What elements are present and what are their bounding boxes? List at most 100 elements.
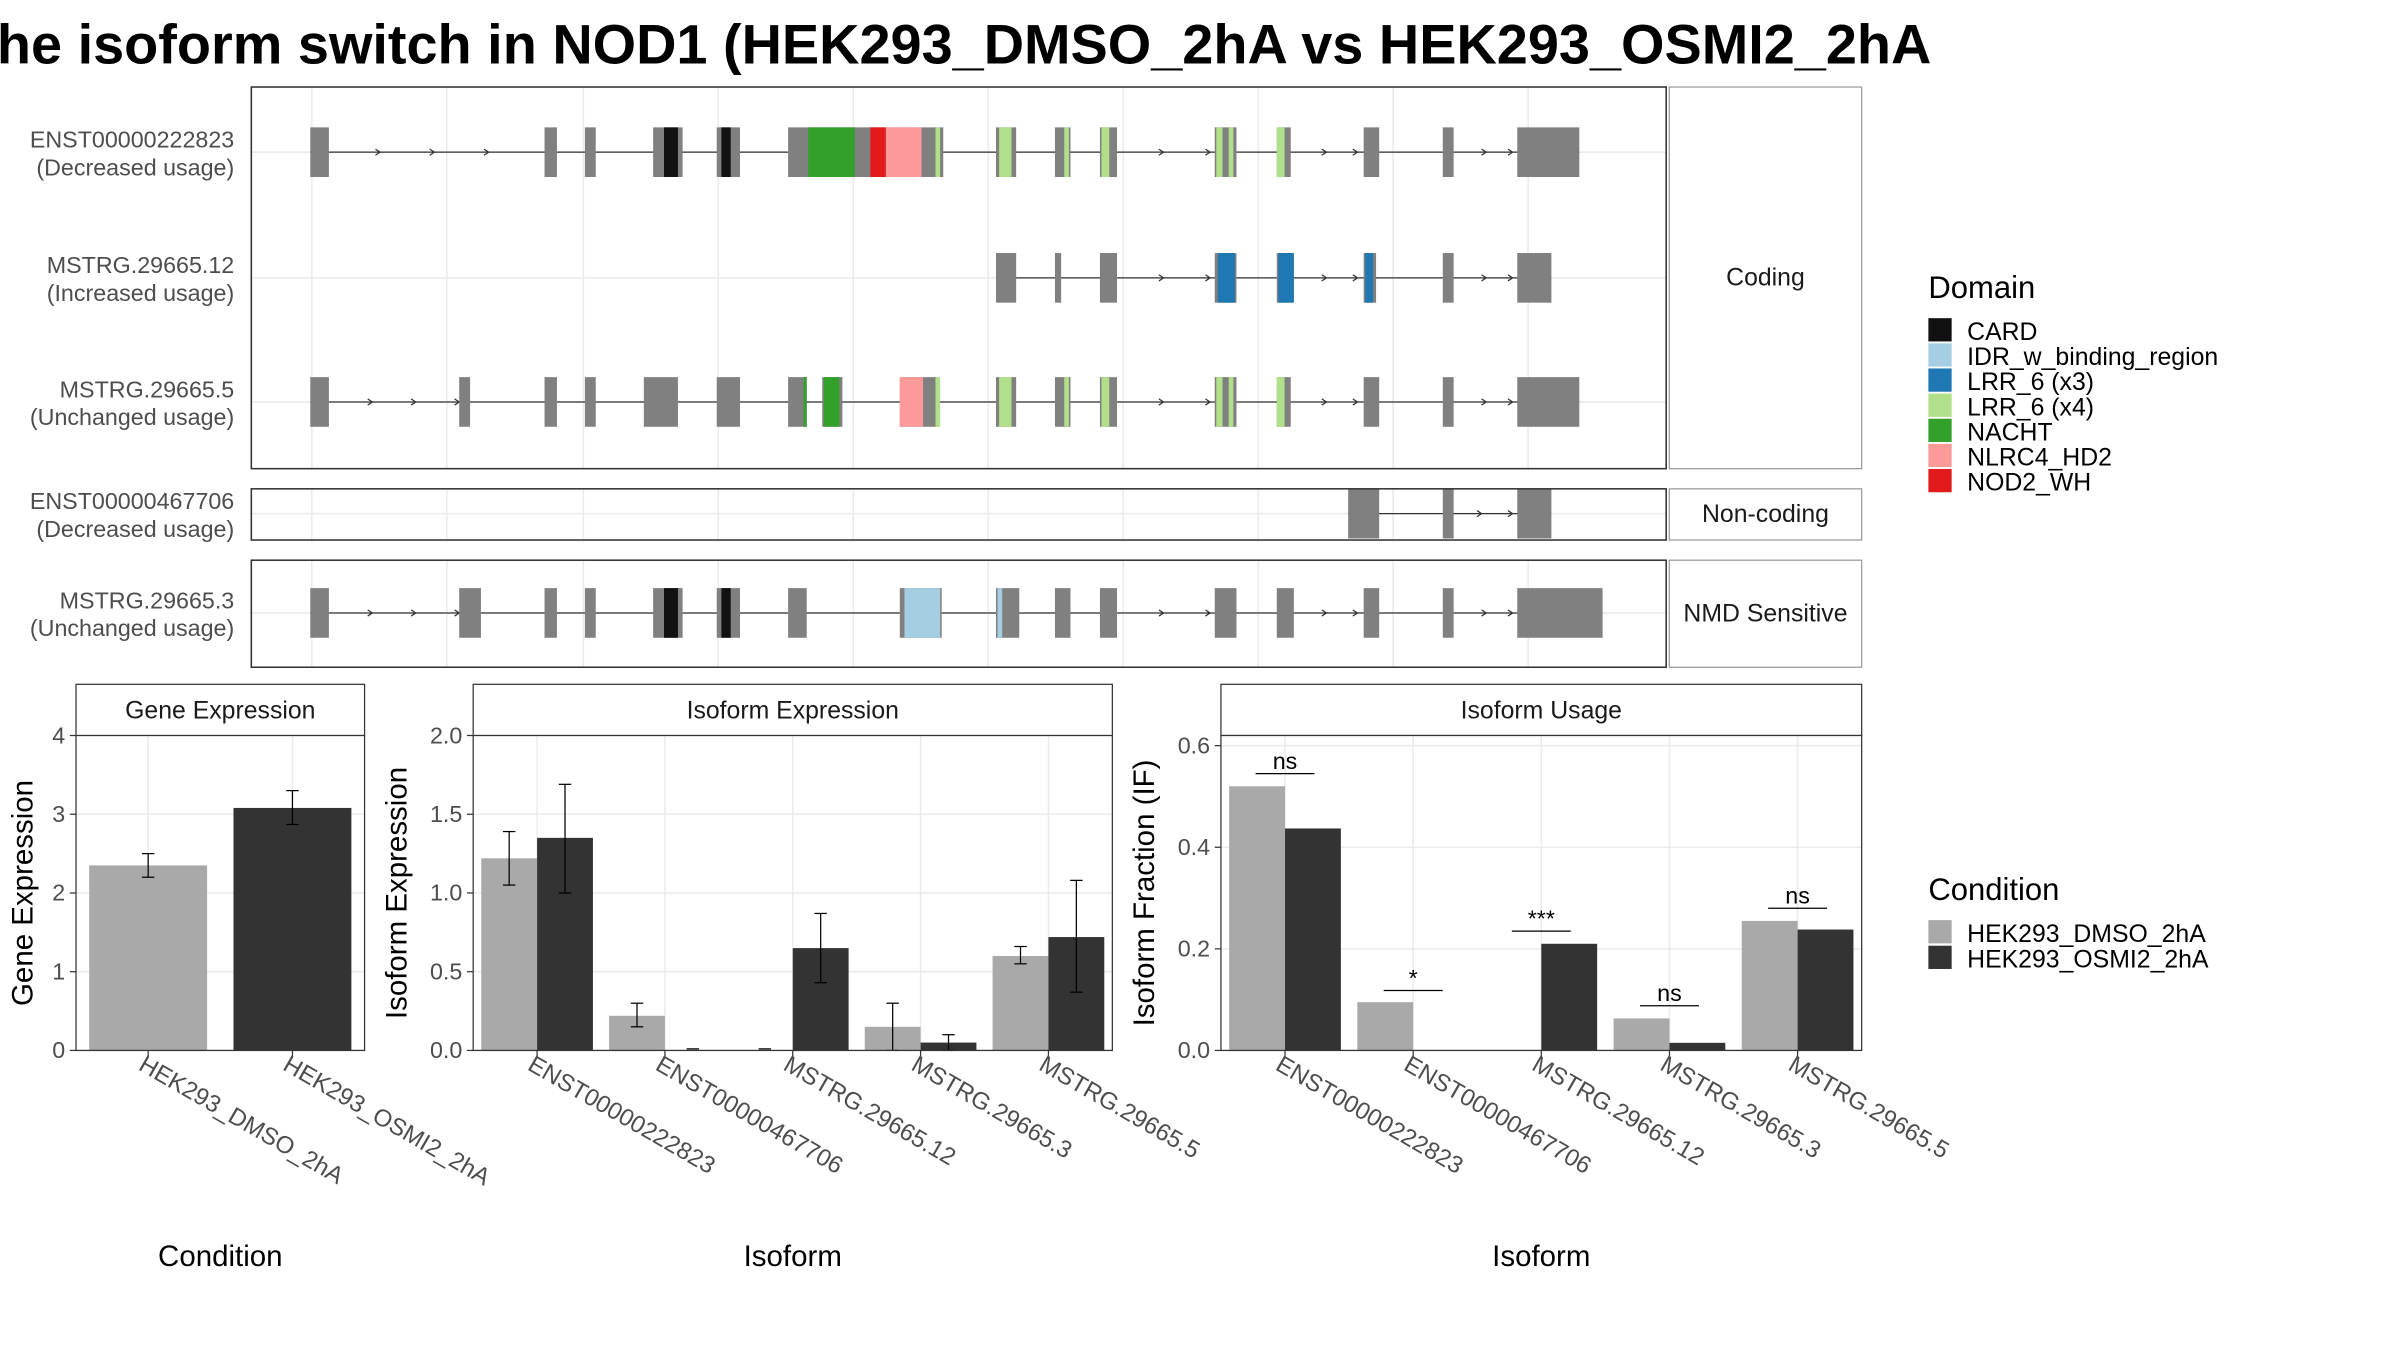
strand-arrow [1352, 274, 1359, 282]
y-tick-label: 1.5 [430, 801, 462, 827]
exon [310, 127, 329, 178]
chart-title: Isoform Expression [687, 697, 899, 724]
exon [1363, 588, 1380, 638]
transcript-name: MSTRG.29665.5 [60, 376, 235, 402]
plot-border [1220, 734, 1863, 1052]
domain-card [721, 588, 731, 638]
strand-arrow [367, 609, 374, 617]
exon [1517, 377, 1580, 427]
legend-label: NOD2_WH [1967, 470, 2091, 497]
y-tick-label: 0.5 [430, 958, 462, 984]
exon [1442, 488, 1454, 539]
significance-label: ns [1785, 883, 1810, 909]
y-axis-title: Gene Expression [7, 780, 40, 1006]
legend-swatch [1928, 945, 1952, 969]
bar-dmso [1229, 786, 1286, 1051]
chart-title: Gene Expression [125, 697, 315, 724]
structure-panel-border [250, 559, 1667, 669]
transcript-MSTRG.29665.12: MSTRG.29665.12(Increased usage) [47, 252, 1552, 306]
facet-strip-label: NMD Sensitive [1683, 600, 1847, 627]
significance-label: * [1409, 965, 1418, 991]
isoform-expression-chart: Isoform Expression0.00.51.01.52.0ENST000… [380, 683, 1204, 1273]
bar-dmso [992, 955, 1049, 1051]
strand-arrow [1321, 274, 1328, 282]
legend-swatch [1928, 468, 1952, 493]
facet-strip [1668, 488, 1863, 541]
strand-arrow [1205, 148, 1212, 156]
bar-osmi [1669, 1042, 1726, 1051]
y-tick-label: 0.2 [1178, 936, 1210, 962]
legend-label: IDR_w_binding_region [1967, 344, 2218, 371]
strand-arrow [1481, 274, 1488, 282]
domain-lrr-6-x4- [1216, 377, 1223, 427]
transcript-usage: (Decreased usage) [36, 154, 234, 180]
exon [1442, 377, 1454, 427]
exon [1276, 588, 1294, 638]
domain-lrr-6-x4- [935, 127, 941, 178]
facet-strip [1668, 86, 1863, 470]
strand-arrow [1507, 510, 1514, 518]
strand-arrow [1321, 148, 1328, 156]
domain-lrr-6-x4- [1064, 377, 1069, 427]
exon [788, 588, 807, 638]
domain-lrr-6-x4- [999, 127, 1012, 178]
domain-card [663, 588, 678, 638]
legend-swatch [1928, 443, 1952, 468]
legend-swatch [1928, 318, 1952, 342]
domain-card [663, 127, 678, 178]
exon [544, 377, 557, 427]
legend-title: Condition [1928, 872, 2059, 907]
exon [584, 127, 596, 178]
strand-arrow [1158, 609, 1165, 617]
strand-arrow [410, 398, 417, 406]
facet-strip [472, 683, 1113, 737]
domain-nacht [803, 377, 807, 427]
transcript-name: ENST00000222823 [30, 127, 234, 153]
domain-idr-w-binding-region [904, 588, 941, 638]
strand-arrow [1507, 148, 1514, 156]
legend-label: LRR_6 (x3) [1967, 369, 2094, 396]
exon [459, 377, 471, 427]
bar-osmi [1541, 943, 1598, 1051]
strand-arrow [1205, 609, 1212, 617]
strand-arrow [367, 398, 374, 406]
domain-lrr-6-x4- [1216, 127, 1223, 178]
exon [1363, 377, 1380, 427]
exon [1442, 588, 1454, 638]
transcript-ENST00000467706: ENST00000467706(Decreased usage) [30, 488, 1552, 542]
exon [310, 377, 329, 427]
exon [310, 588, 329, 638]
y-tick-label: 0.4 [1178, 834, 1210, 860]
exon [1099, 253, 1118, 303]
domain-nlrc4-hd2 [899, 377, 924, 427]
structure-group-coding: ENST00000222823(Decreased usage) MSTRG.29… [30, 86, 1863, 470]
transcript-usage: (Increased usage) [47, 280, 235, 306]
exon [1517, 488, 1552, 539]
strand-arrow [1205, 274, 1212, 282]
exon [1517, 253, 1552, 303]
strand-arrow [1321, 609, 1328, 617]
y-tick-label: 0 [52, 1037, 65, 1063]
transcript-name: MSTRG.29665.3 [60, 587, 235, 613]
plot-border [472, 734, 1113, 1052]
y-tick-label: 3 [52, 801, 65, 827]
x-axis-title: Condition [158, 1240, 283, 1273]
domain-nod2-wh [870, 127, 886, 178]
strand-arrow [1507, 609, 1514, 617]
legend-swatch [1928, 393, 1952, 417]
y-tick-label: 0.6 [1178, 732, 1210, 758]
exon [1099, 588, 1118, 638]
domain-lrr-6-x4- [1228, 377, 1234, 427]
legend-label: LRR_6 (x4) [1967, 394, 2094, 421]
bar-osmi [1285, 828, 1341, 1051]
exon [584, 377, 596, 427]
transcript-name: ENST00000467706 [30, 488, 234, 514]
facet-strip-label: Coding [1726, 265, 1805, 292]
y-tick-label: 1 [52, 958, 65, 984]
chart-title: Isoform Usage [1461, 697, 1622, 724]
legend-label: HEK293_DMSO_2hA [1967, 921, 2206, 948]
strand-arrow [1507, 274, 1514, 282]
domain-card [721, 127, 731, 178]
strand-arrow [1205, 398, 1212, 406]
